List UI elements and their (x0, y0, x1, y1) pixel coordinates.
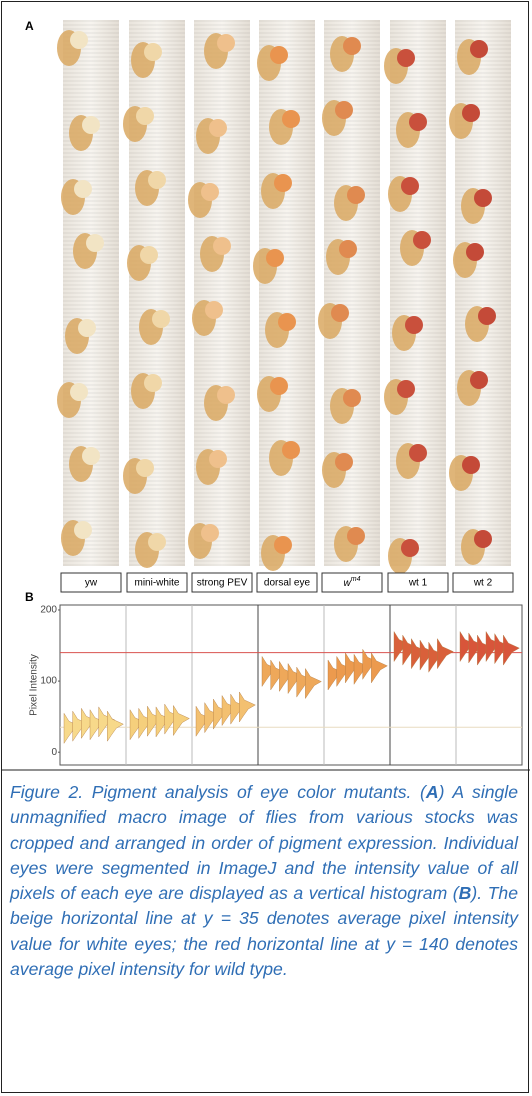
stock-label: mini-white (134, 578, 179, 589)
eye-histogram (107, 711, 123, 741)
y-tick-label: 100 (40, 676, 57, 687)
fly-eye (144, 374, 162, 392)
fly-eye (213, 237, 231, 255)
eye-histogram (503, 635, 519, 665)
photo-texture (259, 20, 315, 566)
fly-eye (397, 380, 415, 398)
fly-eye (136, 107, 154, 125)
stock-label: yw (85, 578, 98, 589)
fly-eye (462, 104, 480, 122)
fly-eye (343, 37, 361, 55)
fly-eye (466, 243, 484, 261)
fly-eye (74, 521, 92, 539)
fly-eye (282, 441, 300, 459)
fly-eye (409, 113, 427, 131)
y-axis-title: Pixel Intensity (29, 654, 40, 716)
fly-eye (148, 171, 166, 189)
page: {"panel_a": {"label": "A", "stocks": ["y… (0, 0, 532, 1096)
fly-eye (82, 447, 100, 465)
stock-label: strong PEV (197, 578, 248, 589)
fly-eye (144, 43, 162, 61)
panel-label: B (25, 590, 34, 604)
fly-eye (74, 180, 92, 198)
fly-eye (405, 316, 423, 334)
fly-eye (347, 186, 365, 204)
fly-eye (335, 453, 353, 471)
panel-label: A (25, 19, 34, 33)
eye-histogram (437, 639, 453, 669)
y-tick-label: 0 (51, 747, 57, 758)
fly-eye (347, 527, 365, 545)
caption-text: B (459, 883, 472, 903)
fly-eye (470, 371, 488, 389)
fly-eye (413, 231, 431, 249)
stock-label: wt 1 (408, 578, 428, 589)
fly-eye (140, 246, 158, 264)
fly-eye (397, 49, 415, 67)
fly-eye (70, 31, 88, 49)
fly-eye (278, 313, 296, 331)
fly-eye (148, 533, 166, 551)
photo-texture (63, 20, 119, 566)
eye-histogram (371, 653, 387, 683)
fly-eye (331, 304, 349, 322)
fly-eye (478, 307, 496, 325)
fly-eye (409, 444, 427, 462)
caption-text: A (426, 782, 439, 802)
eye-histogram (173, 705, 189, 735)
fly-eye (335, 101, 353, 119)
fly-eye (217, 34, 235, 52)
fly-eye (474, 189, 492, 207)
fly-eye (270, 46, 288, 64)
fly-eye (209, 450, 227, 468)
fly-eye (274, 536, 292, 554)
fly-eye (282, 110, 300, 128)
fly-eye (401, 177, 419, 195)
y-tick-label: 200 (40, 605, 57, 616)
photo-texture (194, 20, 250, 566)
fly-eye (462, 456, 480, 474)
fly-eye (339, 240, 357, 258)
fly-eye (217, 386, 235, 404)
fly-eye (470, 40, 488, 58)
fly-eye (82, 116, 100, 134)
fly-eye (474, 530, 492, 548)
caption: Figure 2. Pigment analysis of eye color … (10, 780, 518, 982)
caption-text: Figure 2. Pigment analysis of eye color … (10, 782, 426, 802)
fly-eye (209, 119, 227, 137)
fly-eye (201, 524, 219, 542)
fly-eye (136, 459, 154, 477)
fly-eye (78, 319, 96, 337)
fly-eye (270, 377, 288, 395)
fly-eye (152, 310, 170, 328)
fly-eye (70, 383, 88, 401)
photo-texture (390, 20, 446, 566)
fly-eye (86, 234, 104, 252)
stock-label: dorsal eye (264, 578, 311, 589)
fly-eye (201, 183, 219, 201)
fly-eye (205, 301, 223, 319)
fly-eye (343, 389, 361, 407)
stock-label-sup: m4 (351, 576, 361, 583)
eye-histogram (239, 692, 255, 722)
fly-eye (401, 539, 419, 557)
eye-histogram (305, 669, 321, 699)
stock-label: wt 2 (473, 578, 493, 589)
fly-eye (274, 174, 292, 192)
fly-eye (266, 249, 284, 267)
